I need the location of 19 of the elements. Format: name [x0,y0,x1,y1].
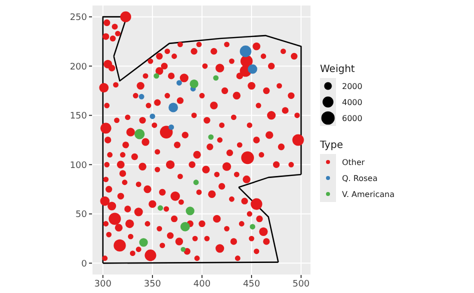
legend-label: 6000 [342,114,362,122]
legend-title: Type [320,140,344,151]
y-tick-label: 0 [81,259,88,270]
x-tick-label: 300 [94,279,112,290]
legend-label: V. Americana [342,190,394,198]
legend-label: 2000 [342,82,362,90]
y-tick-label: 150 [70,112,88,122]
text: Weight [320,64,356,75]
y-tick-label: 100 [70,160,88,171]
y-tick-label: 50 [76,210,88,220]
x-tick-label: 400 [193,279,211,290]
y-tick-label: 250 [70,13,88,24]
y-tick-label: 200 [70,62,88,72]
x-tick-label: 350 [144,279,162,290]
legend-label: 4000 [342,98,362,106]
legend-label: Q. Rosea [342,174,378,182]
legend-label: Other [342,158,365,166]
x-tick-label: 500 [292,279,310,290]
x-tick-label: 450 [242,279,260,290]
